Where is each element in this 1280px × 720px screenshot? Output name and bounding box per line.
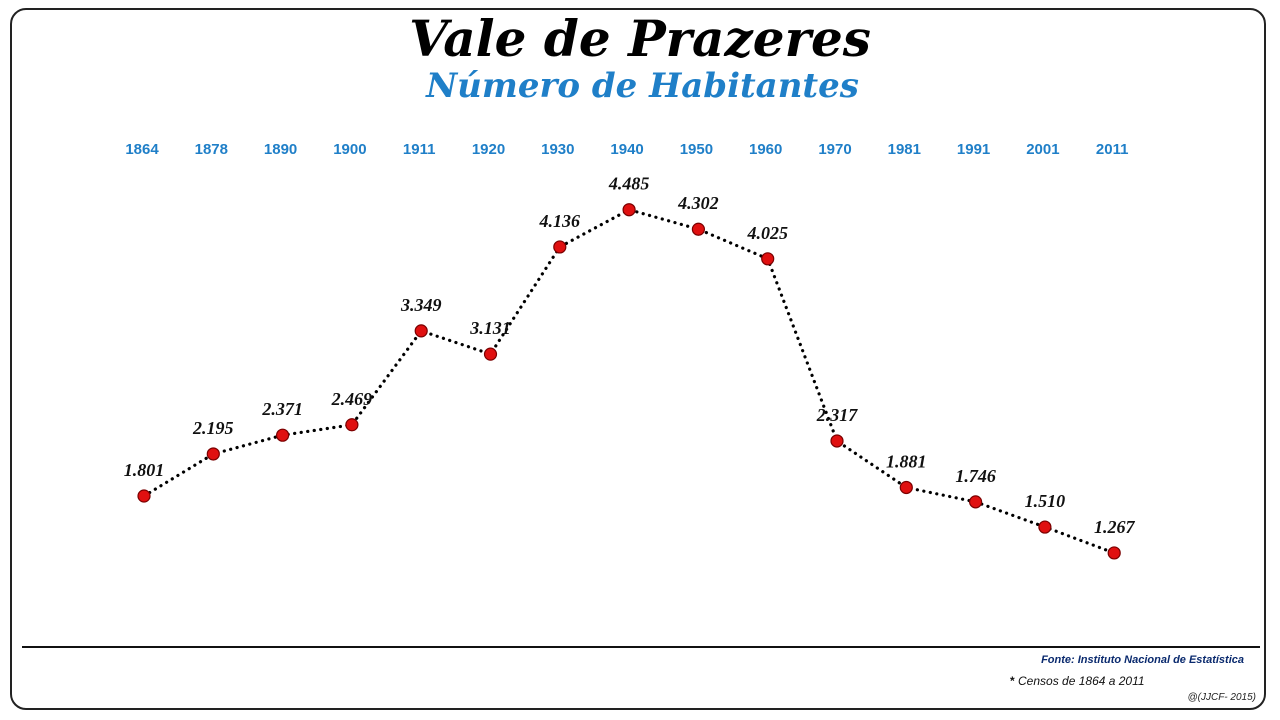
- data-point-1950: [691, 222, 706, 236]
- note-text: Censos de 1864 a 2011: [1018, 674, 1145, 688]
- value-label-1878: 2.195: [192, 418, 234, 438]
- value-label-1991: 1.746: [955, 466, 996, 486]
- year-label-1981: 1981: [888, 141, 921, 158]
- year-label-1911: 1911: [403, 141, 436, 158]
- data-point-1864: [137, 489, 151, 503]
- baseline-divider: [22, 646, 1260, 648]
- year-labels: 1864 1878 1890 1900 1911 1920 1930 1940 1950 1960…: [125, 141, 1128, 158]
- value-label-1864: 1.801: [124, 460, 165, 480]
- value-label-1911: 3.349: [400, 295, 442, 315]
- author-credit: @(JJCF- 2015): [1187, 692, 1257, 703]
- year-label-2011: 2011: [1096, 141, 1129, 158]
- data-point-1900: [345, 418, 359, 432]
- value-labels: 1.801 2.195 2.371 2.469 3.349 3.131 4.136 4.485…: [124, 174, 1136, 537]
- value-label-1900: 2.469: [331, 389, 373, 409]
- chart-subtitle: Número de Habitantes: [426, 66, 859, 106]
- year-label-1864: 1864: [125, 141, 159, 158]
- data-point-1981: [899, 480, 913, 495]
- year-label-1890: 1890: [264, 141, 297, 158]
- year-label-1950: 1950: [680, 141, 713, 158]
- data-point-1920: [483, 347, 498, 361]
- year-label-1940: 1940: [610, 141, 643, 158]
- data-point-1911: [414, 324, 428, 338]
- chart-frame: [10, 8, 1266, 710]
- year-label-1960: 1960: [749, 141, 782, 158]
- data-point-1940: [622, 203, 636, 217]
- value-label-1950: 4.302: [677, 193, 719, 213]
- year-label-1878: 1878: [195, 141, 228, 158]
- value-label-1940: 4.485: [608, 174, 650, 194]
- value-label-2001: 1.510: [1025, 491, 1066, 511]
- value-label-1981: 1.881: [886, 451, 927, 471]
- data-point-2001: [1038, 520, 1052, 534]
- value-label-1890: 2.371: [261, 399, 303, 419]
- data-point-1890: [276, 428, 290, 442]
- data-point-1878: [206, 447, 220, 461]
- census-note: * Censos de 1864 a 2011: [1010, 674, 1145, 688]
- value-label-1970: 2.317: [816, 405, 859, 425]
- year-label-1991: 1991: [957, 141, 990, 158]
- data-point-1930: [553, 240, 567, 254]
- year-label-2001: 2001: [1026, 141, 1059, 158]
- series-line: [142, 207, 1116, 555]
- data-point-2011: [1107, 546, 1121, 560]
- value-label-1930: 4.136: [539, 211, 581, 231]
- note-asterisk: *: [1010, 674, 1015, 688]
- year-label-1970: 1970: [818, 141, 851, 158]
- data-point-1970: [830, 434, 844, 448]
- data-point-1991: [968, 495, 983, 509]
- value-label-1960: 4.025: [746, 223, 788, 243]
- value-label-1920: 3.131: [469, 318, 511, 338]
- year-label-1920: 1920: [472, 141, 505, 158]
- data-points: [137, 203, 1121, 560]
- data-point-1960: [761, 252, 775, 266]
- value-label-2011: 1.267: [1094, 517, 1136, 537]
- year-label-1930: 1930: [541, 141, 574, 158]
- chart-title: Vale de Prazeres: [409, 9, 871, 68]
- year-label-1900: 1900: [333, 141, 366, 158]
- source-note: Fonte: Instituto Nacional de Estatística: [1041, 654, 1244, 666]
